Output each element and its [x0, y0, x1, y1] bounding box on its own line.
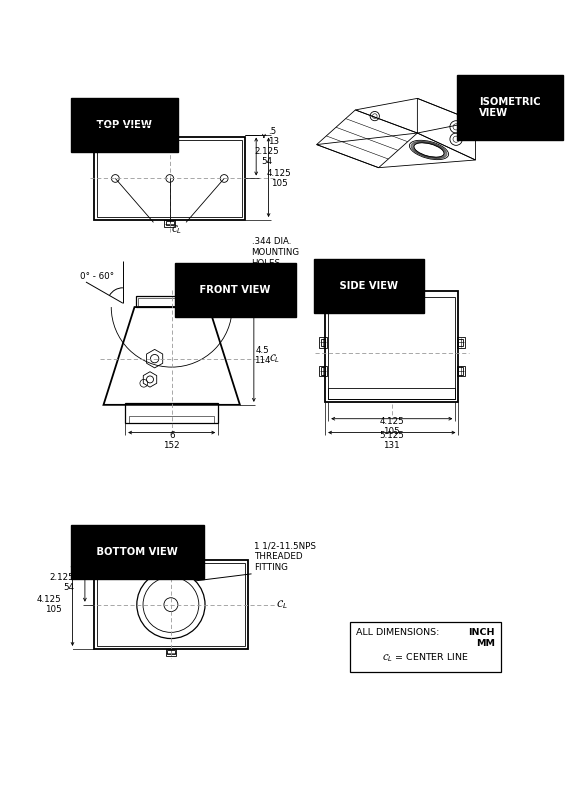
Bar: [164, 130, 175, 137]
Text: 5.125
131: 5.125 131: [379, 431, 404, 449]
Bar: [321, 339, 325, 346]
Text: ISOMETRIC
VIEW: ISOMETRIC VIEW: [480, 97, 541, 119]
Bar: [325, 291, 458, 402]
Text: TOP VIEW: TOP VIEW: [93, 120, 156, 130]
Bar: [94, 560, 248, 649]
Bar: [167, 650, 175, 654]
Text: ALL DIMENSIONS:: ALL DIMENSIONS:: [356, 628, 440, 638]
Text: $\mathcal{C}_L$: $\mathcal{C}_L$: [276, 598, 288, 611]
Text: 6
152: 6 152: [164, 431, 180, 449]
Text: 0° - 60°: 0° - 60°: [80, 272, 114, 281]
Text: 4.125
105: 4.125 105: [267, 169, 292, 188]
Bar: [457, 366, 465, 376]
Text: $\mathcal{C}_L$: $\mathcal{C}_L$: [174, 281, 185, 294]
Text: SIDE VIEW: SIDE VIEW: [336, 281, 401, 291]
Text: $\mathcal{C}_L$ = CENTER LINE: $\mathcal{C}_L$ = CENTER LINE: [382, 652, 469, 664]
Bar: [166, 221, 173, 225]
Bar: [165, 649, 176, 656]
Bar: [129, 416, 215, 424]
Bar: [136, 296, 208, 307]
Text: $\mathcal{C}_L$: $\mathcal{C}_L$: [171, 224, 182, 236]
Text: BOTTOM VIEW: BOTTOM VIEW: [93, 546, 182, 557]
Bar: [321, 367, 325, 374]
Bar: [97, 140, 242, 217]
Bar: [94, 137, 245, 220]
Text: 4.125
105: 4.125 105: [379, 417, 404, 436]
Bar: [350, 622, 501, 672]
Text: 1 1/2-11.5NPS
THREADED
FITTING: 1 1/2-11.5NPS THREADED FITTING: [254, 541, 316, 572]
Bar: [458, 367, 463, 374]
Bar: [319, 337, 327, 348]
Bar: [328, 297, 455, 399]
Text: .344 DIA.
MOUNTING
HOLES: .344 DIA. MOUNTING HOLES: [252, 237, 300, 268]
Bar: [97, 563, 245, 646]
Bar: [164, 220, 175, 227]
Bar: [319, 366, 327, 376]
Text: INCH
MM: INCH MM: [469, 628, 495, 648]
Text: .5
13: .5 13: [268, 128, 279, 146]
Text: 4.5
114: 4.5 114: [254, 346, 271, 366]
Bar: [167, 555, 175, 558]
Text: FRONT VIEW: FRONT VIEW: [197, 286, 274, 295]
Bar: [139, 298, 205, 306]
Bar: [458, 339, 463, 346]
Bar: [328, 388, 455, 399]
Bar: [125, 404, 218, 424]
Bar: [165, 554, 176, 560]
Text: 2.125
54: 2.125 54: [49, 573, 74, 592]
Bar: [457, 337, 465, 348]
Text: 2.125
54: 2.125 54: [255, 147, 280, 166]
Text: $\mathcal{C}_L$: $\mathcal{C}_L$: [269, 353, 280, 366]
Text: 4.125
105: 4.125 105: [37, 595, 61, 614]
Bar: [166, 131, 173, 136]
Text: 3
76: 3 76: [126, 101, 137, 120]
